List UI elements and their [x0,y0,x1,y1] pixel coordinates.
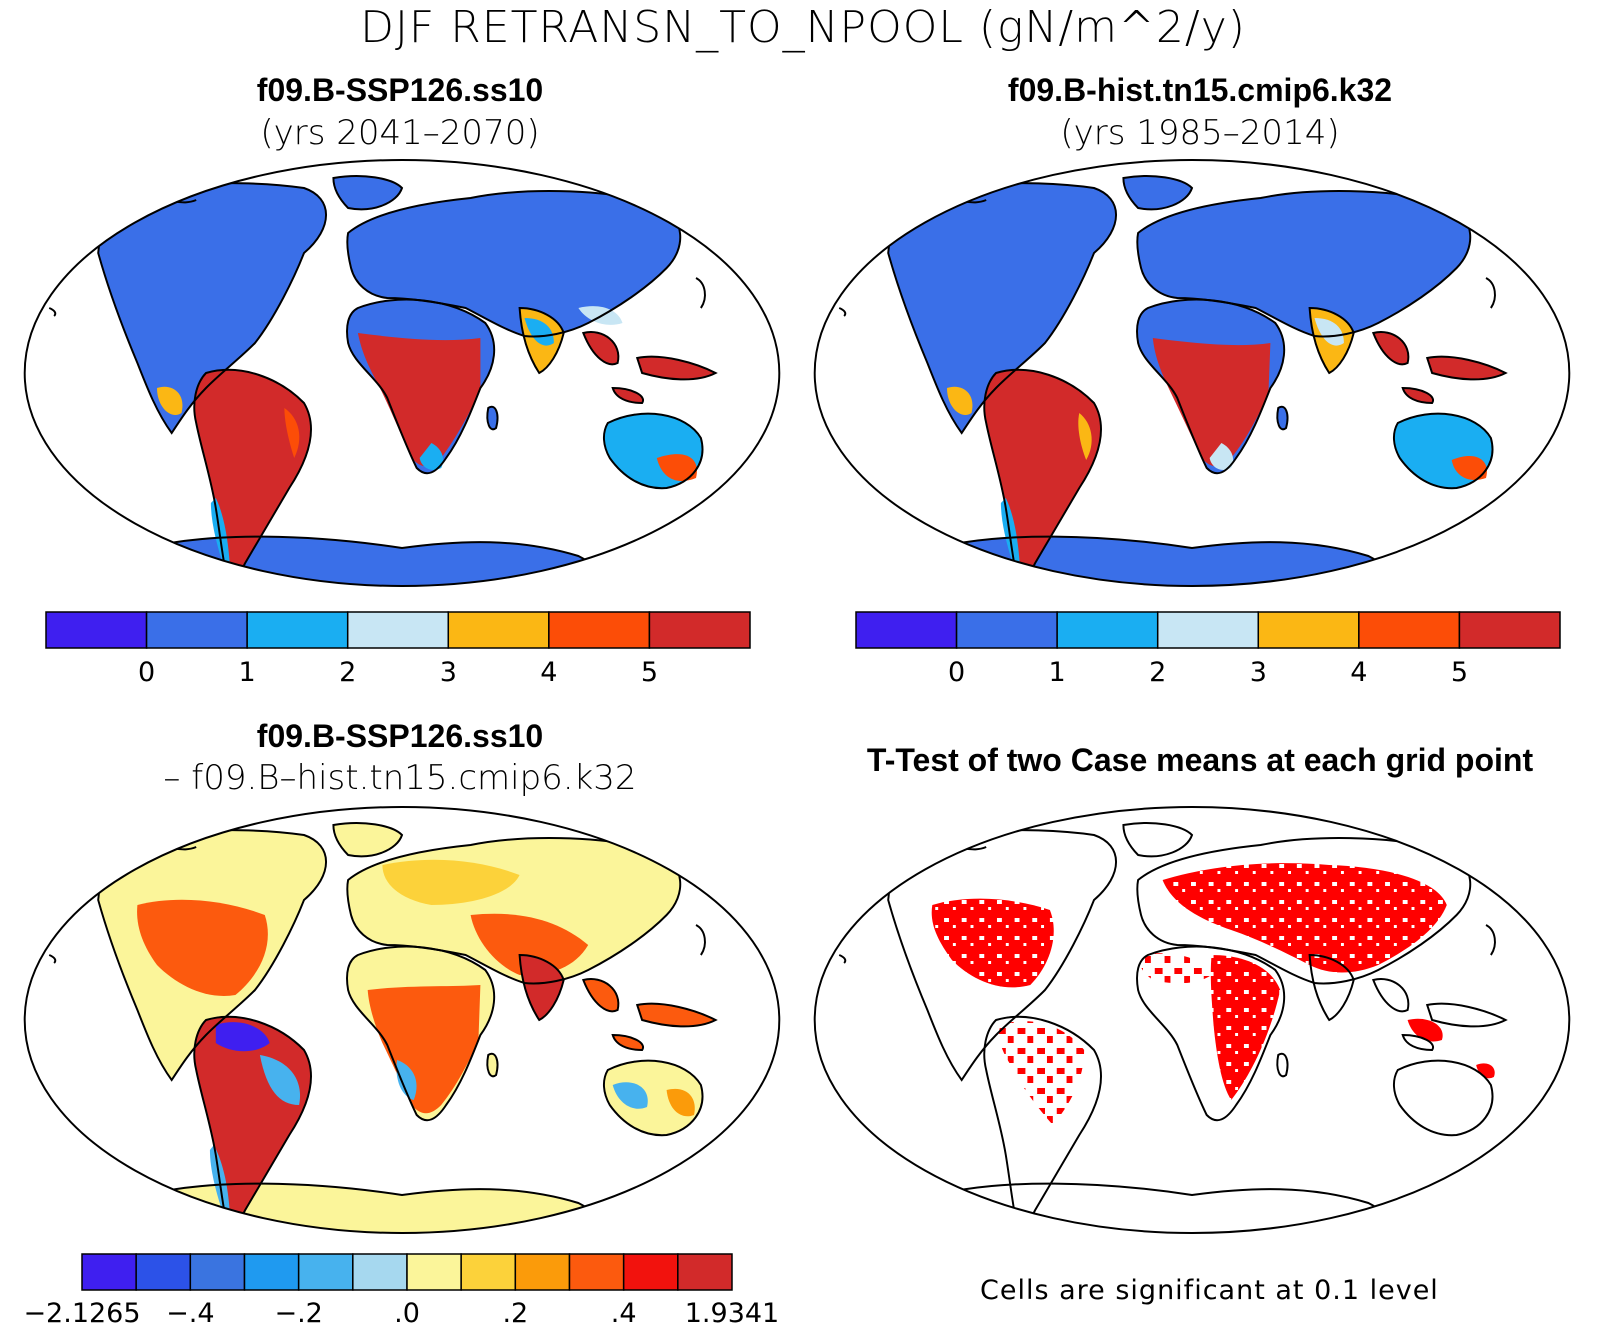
panel-title-top-left: f09.B-SSP126.ss10 [256,72,544,108]
colorbar-top-right-swatch [955,611,1058,649]
map-bottom-right [813,806,1571,1234]
colorbar-top-left-swatch [648,611,751,649]
colorbar-top-right-swatch [1358,611,1461,649]
colorbar-top-left-tick-label: 4 [540,657,557,688]
colorbar-top-left-swatch [45,611,148,649]
colorbar-top-right-tick-label: 2 [1149,657,1166,688]
colorbar-top-left-tick-label: 2 [339,657,356,688]
panel-title-bottom-right: T-Test of two Case means at each grid po… [866,742,1534,778]
colorbar-top-right-tick-label: 5 [1451,657,1468,688]
colorbar-top-left-tick-label: 3 [440,657,457,688]
colorbar-bottom-left-swatch [352,1253,408,1291]
panel-subtitle-top-right: (yrs 1985–2014) [1060,113,1340,153]
colorbar-bottom-left-tick-label: 1.9341 [685,1298,779,1323]
colorbar-bottom-left-tick-label: −.4 [166,1298,214,1323]
colorbar-top-left-swatch [346,611,450,649]
colorbar-bottom-left-tick-label: .2 [502,1298,528,1323]
colorbar-top-left-tick-label: 5 [641,657,658,688]
figure-title: DJF RETRANSN_TO_NPOOL (gN/m^2/y) [360,2,1246,53]
map-top-right [813,159,1571,587]
panel-title-bottom-left: f09.B-SSP126.ss10 [256,718,544,754]
panel-subtitle-bottom-left: – f09.B–hist.tn15.cmip6.k32 [163,758,637,798]
colorbar-bottom-left-swatch [406,1253,462,1291]
colorbar-top-right-swatch [1458,611,1561,649]
colorbar-bottom-left-swatch [243,1253,300,1291]
colorbar-top-left: 0 1 2 3 4 5 [45,611,751,688]
colorbar-top-right-swatch [1156,611,1260,649]
colorbar-bottom-left-swatch [81,1253,137,1291]
colorbar-top-right: 0 1 2 3 4 5 [855,611,1561,688]
colorbar-bottom-left-swatch [135,1253,192,1291]
colorbar-bottom-left: −2.1265 −.4 −.2 .0 .2 .4 1.9341 [23,1253,779,1323]
colorbar-top-left-tick-label: 1 [239,657,256,688]
map-bottom-left [23,806,781,1234]
panel-subtitle-top-left: (yrs 2041–2070) [260,113,540,153]
colorbar-top-right-tick-label: 0 [948,657,965,688]
colorbar-top-left-swatch [548,611,651,649]
colorbar-bottom-left-swatch [514,1253,571,1291]
colorbar-top-right-tick-label: 1 [1049,657,1066,688]
colorbar-bottom-left-tick-label: −2.1265 [23,1298,140,1323]
colorbar-top-left-swatch [447,611,550,649]
panel-title-top-right: f09.B-hist.tn15.cmip6.k32 [1007,72,1393,108]
colorbar-top-right-swatch [1056,611,1159,649]
colorbar-bottom-left-swatch [460,1253,517,1291]
colorbar-bottom-left-swatch [622,1253,679,1291]
colorbar-bottom-left-swatch [189,1253,246,1291]
colorbar-top-left-tick-label: 0 [138,657,155,688]
colorbar-top-right-swatch [1257,611,1360,649]
colorbar-bottom-left-tick-label: −.2 [274,1298,322,1323]
colorbar-top-left-swatch [145,611,248,649]
colorbar-bottom-left-tick-label: .0 [394,1298,420,1323]
colorbar-bottom-left-swatch [568,1253,625,1291]
map-top-left [23,159,781,587]
colorbar-top-right-tick-label: 3 [1250,657,1267,688]
colorbar-bottom-left-tick-label: .4 [611,1298,637,1323]
colorbar-bottom-left-swatch [677,1253,733,1291]
colorbar-top-right-swatch [855,611,958,649]
colorbar-bottom-left-swatch [297,1253,354,1291]
significance-note: Cells are significant at 0.1 level [980,1275,1439,1306]
colorbar-top-right-tick-label: 4 [1350,657,1367,688]
colorbar-top-left-swatch [246,611,349,649]
